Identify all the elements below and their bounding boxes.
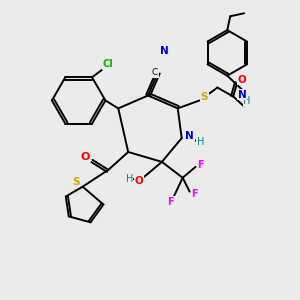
Text: H: H	[197, 137, 204, 147]
Text: F: F	[167, 196, 174, 206]
Text: N: N	[185, 131, 194, 141]
Text: Cl: Cl	[103, 59, 113, 69]
Text: C: C	[152, 68, 158, 77]
Text: H: H	[125, 174, 133, 184]
Text: N: N	[160, 46, 169, 56]
Text: S: S	[72, 177, 80, 187]
Text: S: S	[201, 92, 208, 103]
Text: F: F	[197, 160, 204, 170]
Text: H: H	[243, 97, 251, 106]
Text: O: O	[238, 75, 247, 85]
Text: F: F	[191, 189, 198, 199]
Text: O: O	[135, 176, 143, 186]
Text: N: N	[238, 89, 247, 100]
Text: O: O	[81, 152, 90, 162]
